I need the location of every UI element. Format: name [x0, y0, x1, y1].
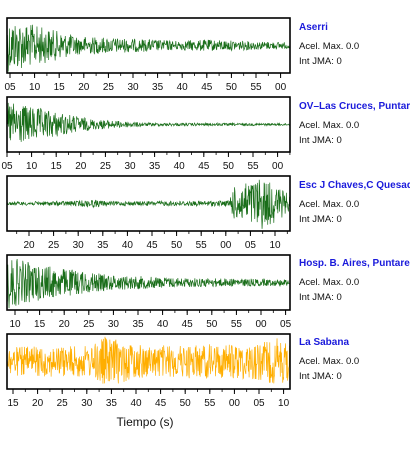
station-name[interactable]: Aserri — [299, 22, 328, 33]
station-panel: 15 20 25 30 35 40 45 50 55 00 05 10 — [6, 333, 291, 409]
tick-label: 45 — [182, 319, 194, 330]
tick-label: 10 — [9, 319, 21, 330]
tick-label: 10 — [26, 161, 38, 172]
tick-label: 25 — [100, 161, 112, 172]
tick-label: 20 — [78, 82, 90, 93]
tick-label: 35 — [97, 240, 109, 251]
tick-label: 45 — [201, 82, 213, 93]
tick-label: 40 — [130, 398, 142, 409]
tick-label: 55 — [204, 398, 216, 409]
tick-label: 15 — [51, 161, 63, 172]
station-info-3: Esc J Chaves,C Quesada Acel. Max. 0.0 In… — [299, 180, 410, 225]
tick-label: 00 — [220, 240, 232, 251]
tick-label: 05 — [4, 82, 16, 93]
panel-frame — [6, 17, 291, 74]
station-name[interactable]: Hosp. B. Aires, Puntarenas — [299, 258, 410, 269]
tick-label: 05 — [245, 240, 257, 251]
tick-label: 05 — [1, 161, 13, 172]
waveform-trace — [6, 336, 291, 384]
tick-label: 30 — [73, 240, 85, 251]
tick-label: 50 — [206, 319, 218, 330]
tick-label: 30 — [81, 398, 93, 409]
tick-label: 30 — [108, 319, 120, 330]
tick-label: 25 — [83, 319, 95, 330]
tick-label: 10 — [29, 82, 41, 93]
tick-label: 35 — [106, 398, 118, 409]
station-panel: 20 25 30 35 40 45 50 55 00 05 10 — [6, 175, 291, 251]
jma-intensity-label: Int JMA: 0 — [299, 292, 342, 303]
max-accel-label: Acel. Max. 0.0 — [299, 120, 360, 131]
panel-frame — [6, 96, 291, 153]
tick-label: 45 — [146, 240, 158, 251]
tick-label: 55 — [231, 319, 243, 330]
jma-intensity-label: Int JMA: 0 — [299, 135, 342, 146]
tick-label: 25 — [103, 82, 115, 93]
tick-label: 20 — [59, 319, 71, 330]
tick-label: 05 — [253, 398, 265, 409]
tick-label: 50 — [171, 240, 183, 251]
tick-label: 25 — [48, 240, 60, 251]
station-info-2: OV–Las Cruces, Puntarenas Acel. Max. 0.0… — [299, 101, 410, 146]
tick-label: 00 — [275, 82, 287, 93]
jma-intensity-label: Int JMA: 0 — [299, 56, 342, 67]
tick-label: 15 — [54, 82, 66, 93]
waveform-trace — [6, 179, 291, 229]
tick-label: 40 — [177, 82, 189, 93]
tick-label: 00 — [255, 319, 267, 330]
tick-label: 45 — [198, 161, 210, 172]
tick-label: 15 — [7, 398, 19, 409]
jma-intensity-label: Int JMA: 0 — [299, 371, 342, 382]
tick-label: 55 — [250, 82, 262, 93]
max-accel-label: Acel. Max. 0.0 — [299, 356, 360, 367]
panel-frame — [6, 175, 291, 232]
station-panel: 05 10 15 20 25 30 35 40 45 50 55 00 — [4, 17, 291, 93]
waveform-trace — [6, 100, 291, 142]
tick-label: 35 — [149, 161, 161, 172]
tick-label: 35 — [152, 82, 164, 93]
tick-label: 40 — [157, 319, 169, 330]
tick-label: 00 — [272, 161, 284, 172]
tick-label: 10 — [269, 240, 281, 251]
tick-label: 50 — [223, 161, 235, 172]
station-panel: 05 10 15 20 25 30 35 40 45 50 55 00 — [1, 96, 291, 172]
tick-label: 05 — [280, 319, 292, 330]
tick-label: 20 — [32, 398, 44, 409]
tick-label: 50 — [226, 82, 238, 93]
tick-label: 45 — [155, 398, 167, 409]
tick-label: 30 — [127, 82, 139, 93]
tick-label: 30 — [124, 161, 136, 172]
station-name[interactable]: La Sabana — [299, 337, 350, 348]
tick-label: 40 — [174, 161, 186, 172]
max-accel-label: Acel. Max. 0.0 — [299, 199, 360, 210]
station-info-4: Hosp. B. Aires, Puntarenas Acel. Max. 0.… — [299, 258, 410, 303]
waveform-trace — [6, 24, 291, 72]
max-accel-label: Acel. Max. 0.0 — [299, 277, 360, 288]
tick-label: 55 — [196, 240, 208, 251]
max-accel-label: Acel. Max. 0.0 — [299, 41, 360, 52]
tick-label: 15 — [34, 319, 46, 330]
tick-label: 20 — [23, 240, 35, 251]
x-axis-title: Tiempo (s) — [116, 415, 174, 429]
waveform-trace — [6, 258, 291, 309]
tick-label: 10 — [278, 398, 290, 409]
tick-label: 20 — [75, 161, 87, 172]
station-name[interactable]: Esc J Chaves,C Quesada — [299, 180, 410, 191]
station-info-5: La Sabana Acel. Max. 0.0 Int JMA: 0 — [299, 337, 410, 382]
tick-label: 00 — [229, 398, 241, 409]
tick-label: 55 — [247, 161, 259, 172]
station-name[interactable]: OV–Las Cruces, Puntarenas — [299, 101, 410, 112]
tick-label: 25 — [57, 398, 69, 409]
tick-label: 40 — [122, 240, 134, 251]
panel-frame — [6, 254, 291, 311]
tick-label: 50 — [180, 398, 192, 409]
tick-label: 35 — [132, 319, 144, 330]
station-info-1: Aserri Acel. Max. 0.0 Int JMA: 0 — [299, 22, 410, 67]
jma-intensity-label: Int JMA: 0 — [299, 214, 342, 225]
station-panel: 10 15 20 25 30 35 40 45 50 55 00 05 — [6, 254, 292, 330]
